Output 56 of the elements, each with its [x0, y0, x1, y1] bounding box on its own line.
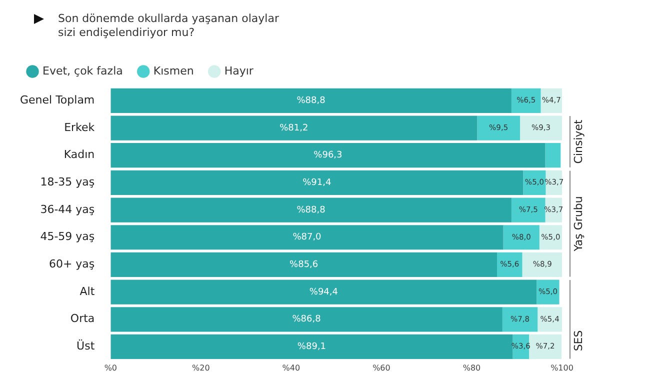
bar	[522, 252, 562, 278]
x-tick-label: %20	[192, 363, 210, 372]
bar	[545, 143, 561, 168]
legend-label: Evet, çok fazla	[42, 64, 123, 78]
bar	[110, 307, 502, 332]
bar	[502, 307, 538, 332]
chart-title: Son dönemde okullarda yaşanan olaylar sizi endişelendiriyor mu?	[58, 12, 280, 40]
data-label: %86,8	[292, 314, 322, 325]
y-tick-label: 60+ yaş	[48, 258, 95, 271]
bar	[110, 170, 524, 195]
y-tick-label: 45-59 yaş	[40, 230, 95, 244]
x-tick-label: %80	[462, 363, 481, 372]
bar	[511, 88, 541, 113]
data-label: %81,2	[280, 123, 308, 134]
bar	[110, 225, 504, 250]
text: SES	[572, 330, 585, 352]
data-label: %88,8	[296, 205, 326, 216]
bar	[110, 143, 546, 168]
y-tick-label: 36-44 yaş	[40, 202, 95, 216]
y-tick-label: Üst	[76, 338, 96, 353]
data-label: %94,4	[309, 287, 338, 298]
data-label: %91,4	[302, 178, 332, 188]
legend-label: Kısmen	[153, 64, 194, 78]
bar	[110, 252, 498, 278]
x-tick-label: %100	[550, 363, 574, 372]
y-tick-label: Alt	[80, 284, 96, 298]
y-tick-label: 18-35 yaş	[40, 176, 95, 189]
text: Yaş Grubu	[572, 196, 585, 252]
bar	[497, 252, 522, 278]
bar	[503, 225, 540, 250]
legend-label: Hayır	[224, 64, 254, 78]
data-label: %88,8	[296, 96, 326, 106]
bar	[110, 116, 478, 140]
x-tick-label: %60	[372, 363, 390, 372]
data-label: %89,1	[297, 342, 326, 352]
bar	[529, 334, 562, 360]
y-tick-label: Erkek	[64, 120, 96, 134]
bar	[511, 198, 546, 222]
data-label: %85,6	[290, 260, 318, 270]
bar	[538, 307, 562, 332]
text: Cinsiyet	[572, 118, 585, 164]
bar	[110, 334, 513, 360]
bar	[477, 116, 520, 140]
x-tick-label: %0	[104, 363, 118, 372]
bar	[536, 280, 560, 304]
data-label: %87,0	[292, 232, 322, 243]
bar	[523, 170, 546, 195]
data-label: %96,3	[314, 150, 342, 161]
bar	[520, 116, 562, 140]
y-tick-label: Genel Toplam	[20, 94, 95, 107]
bar	[110, 280, 537, 304]
y-tick-label: Orta	[70, 312, 95, 326]
y-tick-label: Kadın	[64, 148, 95, 162]
x-tick-label: %40	[282, 363, 300, 372]
bar	[110, 88, 512, 113]
bar	[110, 198, 512, 222]
